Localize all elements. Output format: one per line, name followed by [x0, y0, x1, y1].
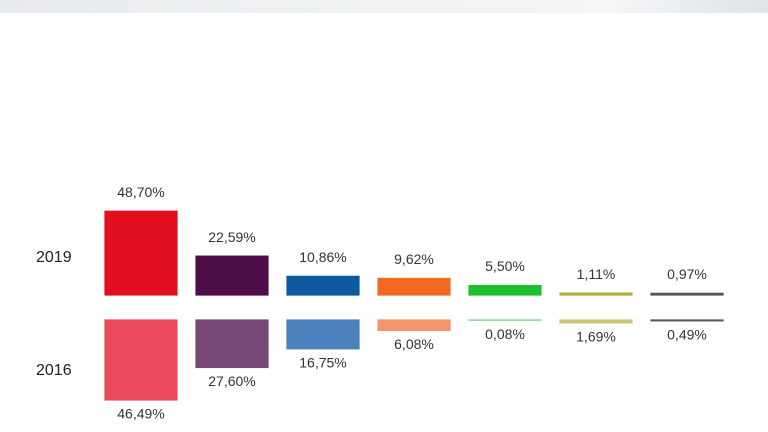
- value-label: 0,97%: [667, 266, 707, 282]
- value-label: 16,75%: [299, 355, 346, 371]
- bar: [195, 255, 269, 296]
- bar: [468, 284, 542, 296]
- value-label: 0,49%: [667, 327, 707, 343]
- value-label: 46,49%: [117, 406, 164, 422]
- bar: [104, 319, 178, 401]
- value-label: 6,08%: [394, 336, 434, 352]
- bar: [104, 210, 178, 296]
- bar: [559, 292, 633, 296]
- value-label: 5,50%: [485, 258, 525, 274]
- bar: [377, 319, 451, 332]
- bar: [559, 319, 633, 324]
- bar: [195, 319, 269, 369]
- bar: [650, 292, 724, 296]
- value-label: 27,60%: [208, 373, 255, 389]
- value-label: 1,69%: [576, 329, 616, 345]
- row-label: 2016: [36, 362, 72, 379]
- bar: [377, 277, 451, 296]
- value-label: 0,08%: [485, 326, 525, 342]
- bar: [286, 275, 360, 296]
- bar: [650, 319, 724, 322]
- value-label: 10,86%: [299, 249, 346, 265]
- row-label: 2019: [36, 249, 72, 266]
- value-label: 22,59%: [208, 229, 255, 245]
- value-label: 1,11%: [577, 266, 616, 282]
- top-strip: [0, 0, 768, 13]
- value-label: 48,70%: [117, 184, 164, 200]
- bar: [286, 319, 360, 350]
- value-label: 9,62%: [394, 251, 434, 267]
